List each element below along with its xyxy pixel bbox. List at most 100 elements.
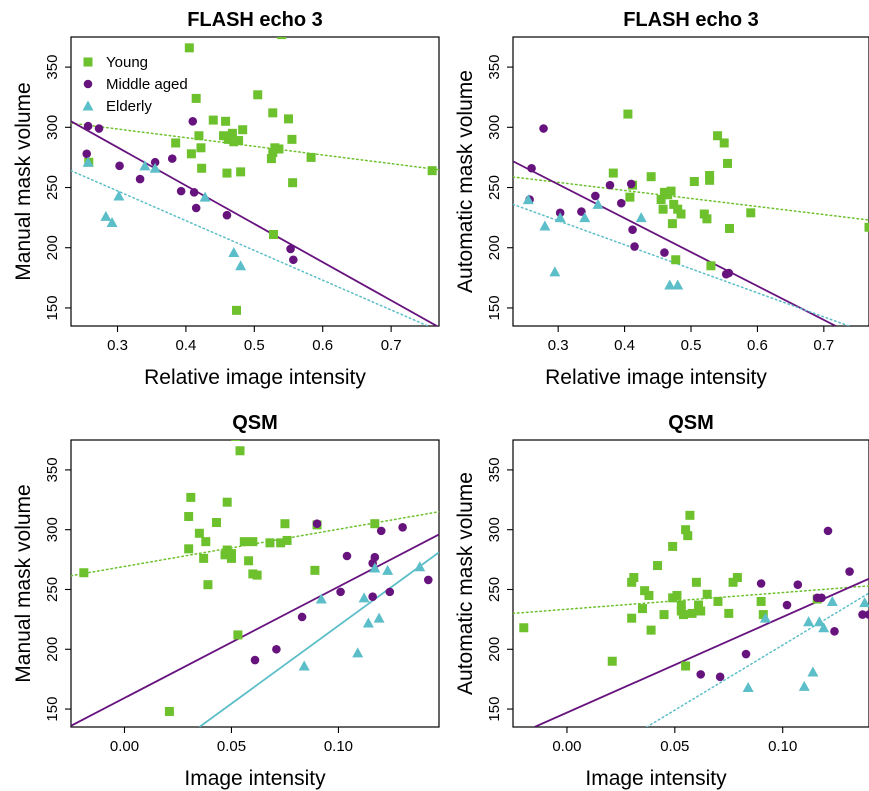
point-middle-aged [135, 174, 145, 184]
point-young [702, 214, 712, 224]
y-axis-label: Manual mask volume [12, 484, 35, 682]
point-elderly [228, 247, 240, 258]
point-young [238, 125, 248, 135]
point-middle-aged [577, 207, 586, 216]
point-elderly [554, 212, 566, 223]
point-young [681, 661, 691, 671]
point-young [232, 305, 242, 315]
y-tick-label: 350 [486, 457, 503, 482]
point-elderly [82, 156, 94, 167]
point-middle-aged [191, 203, 201, 213]
point-young [203, 580, 213, 590]
x-axis-label: Relative image intensity [545, 366, 767, 389]
point-young [676, 209, 686, 219]
point-elderly [818, 622, 830, 633]
legend: Young Middle aged Elderly [82, 54, 188, 115]
point-middle-aged [539, 124, 548, 133]
point-young [681, 525, 691, 535]
legend-label: Middle aged [106, 76, 188, 93]
fit-line-middle-aged [71, 120, 439, 326]
point-young [519, 623, 529, 633]
point-young [637, 604, 647, 614]
point-middle-aged [782, 600, 792, 610]
point-young [211, 518, 221, 528]
point-young [282, 535, 292, 545]
point-young [723, 158, 733, 168]
y-tick-label: 150 [44, 697, 61, 722]
point-middle-aged [272, 644, 281, 654]
point-middle-aged [312, 519, 322, 529]
point-young [194, 528, 204, 538]
point-young [640, 586, 650, 596]
point-middle-aged [176, 186, 186, 196]
point-middle-aged [858, 610, 867, 619]
point-elderly [759, 612, 771, 623]
y-tick-label: 150 [486, 295, 503, 320]
point-young [199, 553, 209, 563]
y-tick-label: 300 [486, 517, 503, 542]
point-elderly [298, 660, 310, 671]
point-young [184, 512, 194, 522]
legend-label: Young [106, 54, 148, 71]
y-tick-label: 300 [44, 517, 61, 542]
point-elderly [539, 220, 551, 231]
point-young [706, 261, 716, 271]
point-young [689, 177, 699, 186]
point-middle-aged [398, 522, 407, 532]
point-young [705, 175, 715, 185]
x-tick-label: 0.00 [110, 738, 139, 755]
point-young [864, 222, 869, 232]
point-young [219, 131, 229, 141]
point-middle-aged [83, 121, 93, 131]
x-tick-label: 0.7 [381, 337, 402, 354]
x-tick-label: 0.00 [552, 738, 581, 755]
fit-line-elderly [71, 169, 430, 326]
point-young [197, 163, 207, 173]
point-young [676, 600, 686, 610]
point-young [231, 440, 241, 441]
point-young [288, 178, 298, 188]
point-young [280, 519, 290, 529]
point-young [608, 168, 618, 178]
point-young [252, 570, 262, 580]
point-middle-aged [830, 627, 839, 636]
point-young [222, 168, 232, 178]
data-layer [71, 37, 439, 326]
point-young [694, 600, 704, 610]
point-young [244, 556, 254, 566]
point-young [623, 109, 633, 119]
point-young [673, 204, 683, 214]
point-elderly [369, 562, 381, 573]
point-young [186, 492, 196, 502]
data-layer [71, 440, 439, 727]
panel-title: QSM [668, 412, 714, 434]
fit-line-young [513, 585, 869, 615]
point-elderly [807, 666, 819, 677]
point-young [691, 577, 701, 587]
point-middle-aged [188, 116, 198, 126]
point-middle-aged [289, 255, 298, 265]
point-middle-aged [626, 179, 636, 189]
point-elderly [373, 612, 385, 623]
point-young [223, 134, 233, 144]
panel-qsm-automatic: QSM 0.00 0.05 0.10 150 200 250 300 350 Image inte… [454, 412, 869, 790]
data-layer [513, 510, 869, 727]
y-tick-label: 200 [44, 637, 61, 662]
panel-flash-manual: FLASH echo 3 0.3 0.4 0.5 0.6 0.7 150 200 250 300 3… [12, 9, 440, 389]
point-middle-aged [376, 526, 386, 536]
point-young [646, 172, 656, 182]
y-tick-label: 350 [486, 55, 503, 80]
point-young [669, 199, 679, 209]
point-young [268, 229, 278, 239]
x-tick-label: 0.4 [175, 337, 196, 354]
point-young [629, 573, 639, 583]
point-young [713, 596, 723, 606]
point-young [194, 131, 204, 141]
point-middle-aged [823, 526, 833, 536]
point-young [746, 208, 756, 218]
point-young [221, 116, 231, 126]
point-young [671, 255, 681, 265]
point-young [226, 549, 236, 559]
point-young [728, 577, 738, 587]
